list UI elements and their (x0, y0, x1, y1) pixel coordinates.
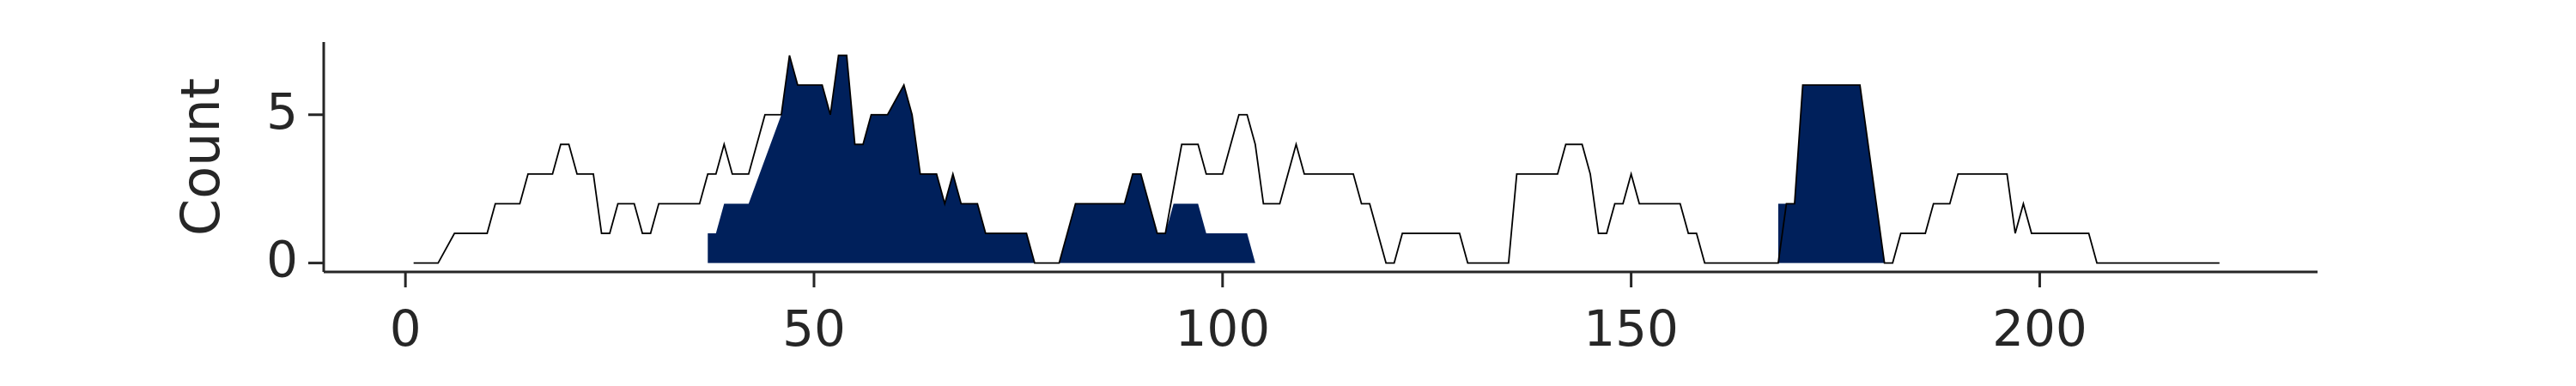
y-axis-label: Count (169, 78, 232, 236)
x-tick-label: 150 (1583, 299, 1679, 358)
x-tick-label: 50 (782, 299, 846, 358)
filled-area (708, 55, 1885, 263)
count-line (413, 54, 2220, 264)
x-tick-label: 100 (1175, 299, 1270, 358)
x-tick-label: 200 (1992, 299, 2087, 358)
x-tick-label: 0 (390, 299, 422, 358)
y-tick-label: 0 (266, 231, 298, 289)
y-tick-label: 5 (266, 82, 298, 141)
